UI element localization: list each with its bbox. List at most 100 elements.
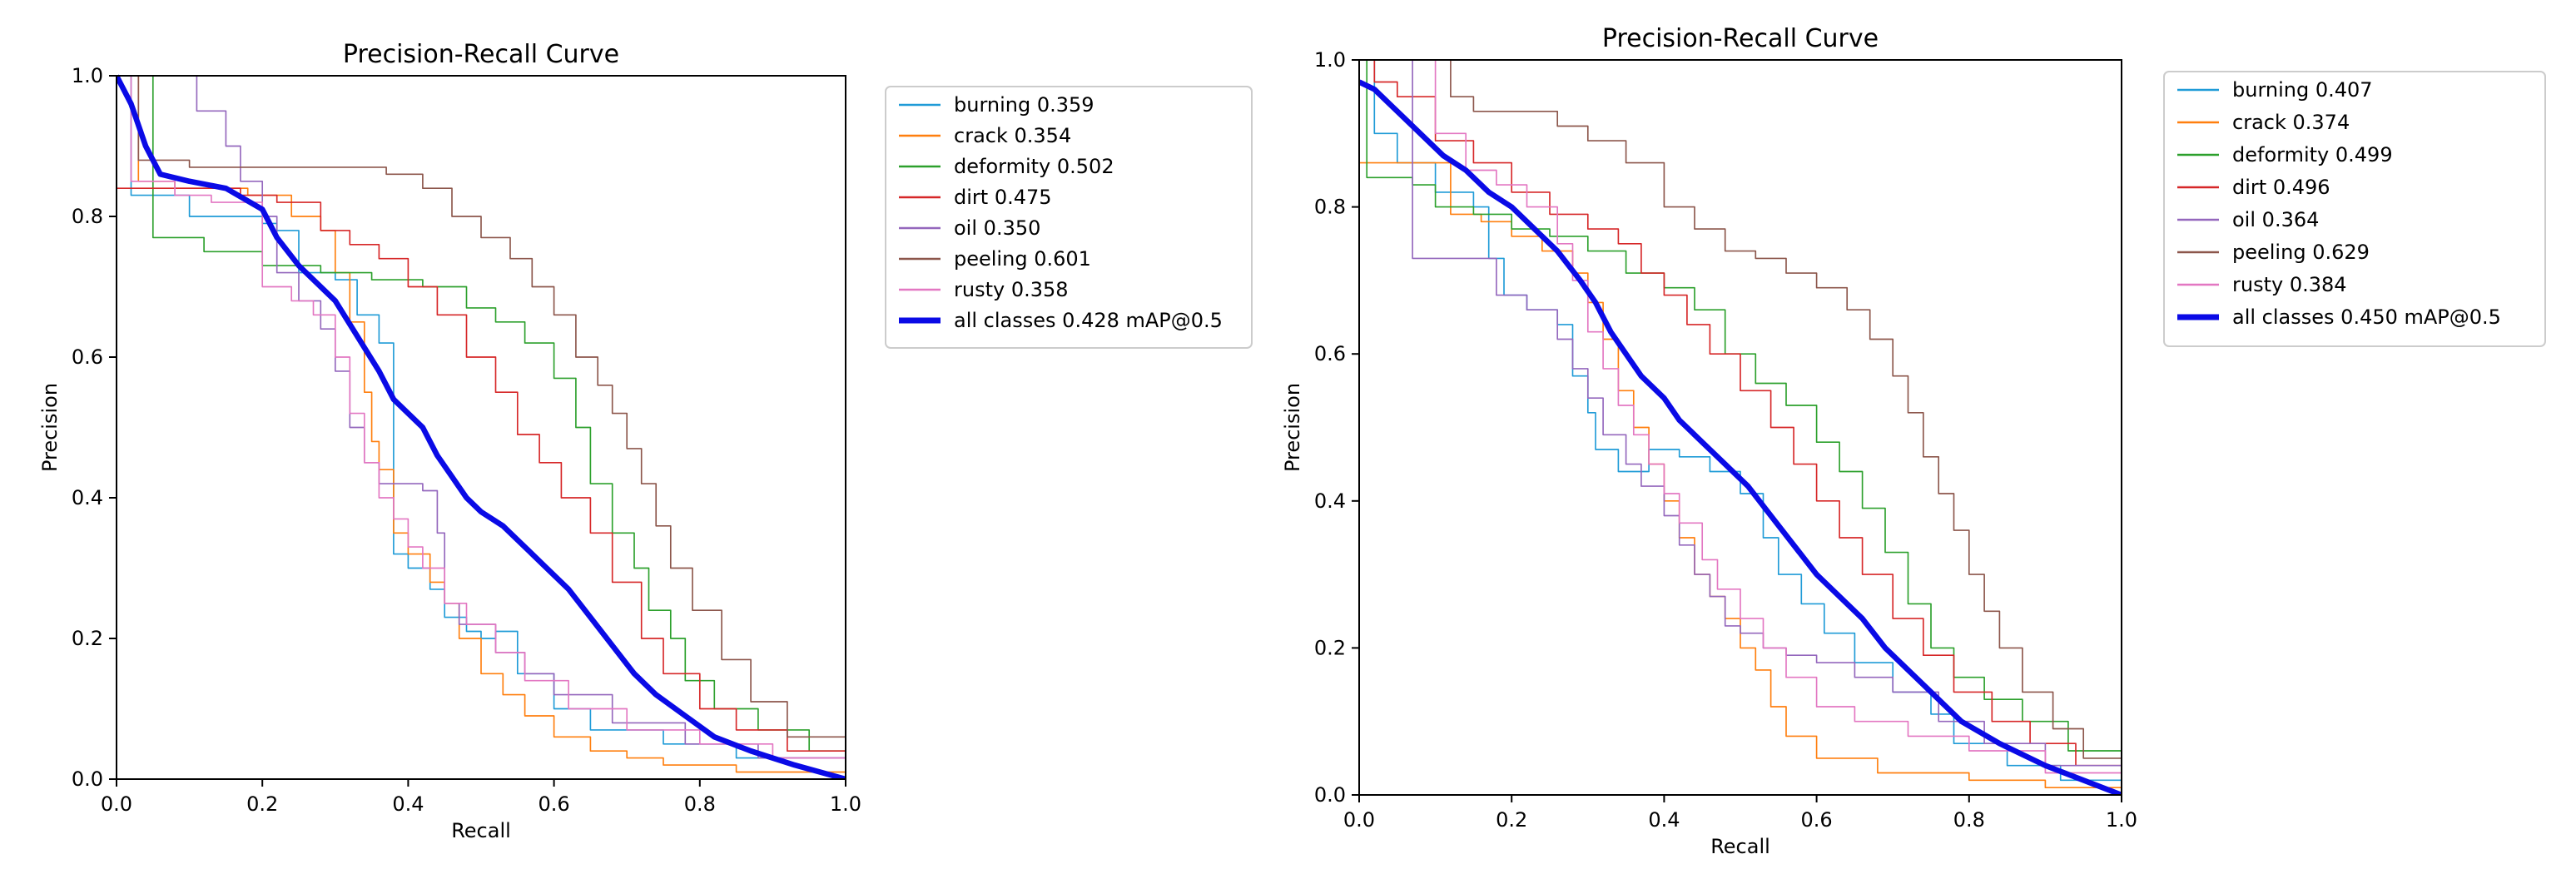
series-line-dirt [1359, 59, 2122, 795]
y-tick-label: 0.4 [72, 486, 103, 509]
legend-entry-dirt: dirt 0.496 [2232, 176, 2330, 199]
legend-series-score: 0.358 [1011, 278, 1069, 301]
legend-series-name: peeling [2232, 241, 2306, 264]
legend-entry-all-classes: all classes 0.450 mAP@0.5 [2232, 305, 2501, 329]
series-line-dirt [117, 187, 846, 779]
series-line-peeling [117, 75, 846, 779]
series-line-deformity [117, 75, 846, 779]
legend-spacer [2283, 273, 2290, 296]
legend-series-score: 0.629 [2312, 241, 2370, 264]
legend-entry-oil: oil 0.364 [2232, 208, 2319, 231]
x-tick-label: 0.4 [392, 792, 424, 816]
legend-spacer [2335, 305, 2341, 329]
y-tick-label: 0.6 [1314, 342, 1346, 365]
legend-entry-crack: crack 0.354 [954, 124, 1071, 147]
legend-series-name: crack [954, 124, 1008, 147]
series-line-crack [117, 75, 846, 779]
legend-entry-crack: crack 0.374 [2232, 111, 2350, 134]
y-tick-label: 0.8 [72, 205, 103, 228]
legend-spacer [2329, 143, 2335, 166]
legend-series-name: oil [2232, 208, 2256, 231]
legend-series-name: rusty [954, 278, 1005, 301]
legend-entry-rusty: rusty 0.384 [2232, 273, 2347, 296]
legend-series-name: all classes [954, 309, 1056, 332]
legend-spacer [1005, 278, 1011, 301]
legend-spacer [1028, 247, 1035, 271]
curves [117, 74, 846, 779]
legend-spacer [988, 186, 995, 209]
legend-series-score: 0.428 mAP@0.5 [1062, 309, 1223, 332]
legend-spacer [1030, 93, 1037, 117]
legend-spacer [1008, 124, 1015, 147]
y-tick-label: 0.0 [72, 767, 103, 791]
legend-series-score: 0.364 [2262, 208, 2320, 231]
legend-series-name: oil [954, 216, 977, 240]
legend-series-score: 0.601 [1034, 247, 1091, 271]
series-line-peeling [1442, 59, 2122, 795]
curves [1359, 59, 2122, 795]
x-tick-label: 1.0 [2106, 808, 2137, 832]
x-tick-label: 0.0 [1343, 808, 1375, 832]
legend-series-name: dirt [2232, 176, 2266, 199]
series-line-all-classes [1359, 79, 2122, 795]
x-axis-label: Recall [1710, 835, 1770, 858]
plot-frame [1358, 59, 2122, 796]
series-line-oil [1405, 59, 2122, 795]
legend-spacer [2256, 208, 2262, 231]
legend-spacer [2266, 176, 2273, 199]
legend-entry-all-classes: all classes 0.428 mAP@0.5 [954, 309, 1223, 332]
legend-series-score: 0.359 [1037, 93, 1094, 117]
plot-frame [116, 75, 846, 780]
legend-entry-oil: oil 0.350 [954, 216, 1040, 240]
legend-spacer [1050, 155, 1057, 178]
legend-series-name: deformity [954, 155, 1050, 178]
legend-series-name: burning [2232, 78, 2309, 102]
y-tick-label: 0.8 [1314, 196, 1346, 219]
legend-series-score: 0.354 [1015, 124, 1072, 147]
series-line-rusty [1427, 59, 2122, 795]
legend-spacer [977, 216, 984, 240]
legend-entry-deformity: deformity 0.499 [2232, 143, 2393, 166]
legend-series-name: dirt [954, 186, 988, 209]
legend-series-score: 0.450 mAP@0.5 [2340, 305, 2501, 329]
legend-series-name: deformity [2232, 143, 2329, 166]
legend-entry-peeling: peeling 0.601 [954, 247, 1091, 271]
y-tick-label: 1.0 [72, 64, 103, 87]
x-tick-label: 0.8 [684, 792, 716, 816]
legend-series-name: all classes [2232, 305, 2335, 329]
legend-series-score: 0.384 [2290, 273, 2347, 296]
x-tick-label: 0.8 [1953, 808, 1985, 832]
legend-spacer [2286, 111, 2293, 134]
legend-series-score: 0.496 [2273, 176, 2330, 199]
legend-series-name: crack [2232, 111, 2286, 134]
legend-entry-burning: burning 0.359 [954, 93, 1094, 117]
chart-title: Precision-Recall Curve [343, 40, 619, 69]
legend-spacer [2306, 241, 2313, 264]
legend-entry-dirt: dirt 0.475 [954, 186, 1052, 209]
legend-series-score: 0.499 [2335, 143, 2393, 166]
legend-entry-rusty: rusty 0.358 [954, 278, 1069, 301]
y-tick-label: 0.0 [1314, 783, 1346, 807]
y-tick-label: 0.6 [72, 345, 103, 369]
legend-series-name: burning [954, 93, 1030, 117]
series-line-all-classes [117, 74, 846, 779]
legend-box [885, 86, 1253, 349]
legend-series-name: peeling [954, 247, 1028, 271]
y-axis-label: Precision [1281, 383, 1304, 472]
legend-series-score: 0.475 [995, 186, 1052, 209]
y-tick-label: 0.4 [1314, 489, 1346, 513]
chart-title: Precision-Recall Curve [1602, 24, 1879, 53]
y-tick-label: 1.0 [1314, 48, 1346, 72]
legend-entry-peeling: peeling 0.629 [2232, 241, 2370, 264]
x-tick-label: 0.6 [1801, 808, 1833, 832]
pr-chart-2: Precision-Recall Curve 0.0 0.2 0.4 0.6 0.8 1.0… [1281, 24, 2546, 858]
x-tick-label: 0.6 [539, 792, 570, 816]
legend-series-score: 0.350 [984, 216, 1041, 240]
x-tick-label: 0.2 [1496, 808, 1527, 832]
x-tick-label: 0.4 [1648, 808, 1680, 832]
legend-series-score: 0.407 [2315, 78, 2373, 102]
legend-series-name: rusty [2232, 273, 2283, 296]
x-tick-label: 0.2 [246, 792, 278, 816]
